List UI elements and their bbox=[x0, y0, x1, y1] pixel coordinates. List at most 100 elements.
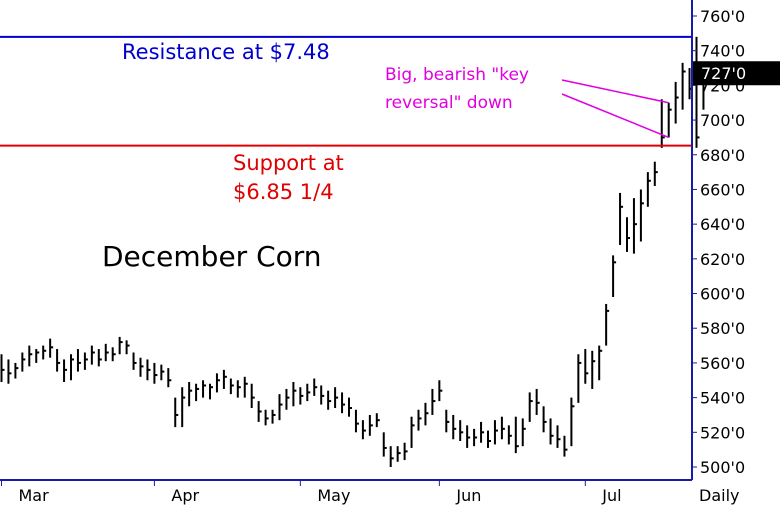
price-bar bbox=[285, 388, 290, 410]
price-bar bbox=[271, 409, 276, 424]
price-bar bbox=[146, 359, 151, 381]
price-bar bbox=[389, 446, 394, 467]
price-bar bbox=[438, 380, 443, 402]
price-bar bbox=[153, 362, 158, 384]
price-bar bbox=[431, 388, 436, 415]
price-bar bbox=[118, 336, 123, 355]
price-bar bbox=[466, 425, 471, 448]
price-bar bbox=[570, 397, 575, 447]
price-bar bbox=[209, 383, 213, 400]
price-bar bbox=[188, 382, 193, 407]
price-bar bbox=[424, 402, 429, 426]
support-label-line-2: $6.85 1/4 bbox=[233, 180, 334, 204]
x-tick-label: Mar bbox=[19, 486, 50, 505]
price-bar bbox=[299, 387, 304, 405]
price-bar bbox=[382, 432, 387, 457]
reversal-pointer-top bbox=[561, 79, 669, 104]
x-tick-label: May bbox=[317, 486, 350, 505]
price-bar bbox=[473, 428, 478, 447]
price-bar bbox=[361, 420, 366, 440]
price-bar bbox=[313, 378, 318, 396]
price-bar bbox=[598, 345, 603, 381]
price-bar bbox=[195, 383, 200, 402]
reversal-pointer-bottom bbox=[561, 93, 669, 139]
price-bar bbox=[202, 380, 207, 398]
price-bar bbox=[584, 349, 589, 384]
price-bar bbox=[222, 369, 227, 389]
price-bar bbox=[63, 359, 68, 383]
price-bar bbox=[250, 383, 255, 409]
support-label-line-1: Support at bbox=[233, 151, 344, 175]
price-bar bbox=[459, 420, 464, 441]
y-tick-label: 620'0 bbox=[700, 250, 745, 269]
price-bar bbox=[7, 359, 12, 384]
price-bar bbox=[243, 376, 248, 398]
price-bar bbox=[493, 420, 498, 445]
price-bar bbox=[354, 409, 359, 433]
price-bar bbox=[341, 392, 346, 414]
price-bar bbox=[514, 416, 519, 454]
reversal-label-line-2: reversal" down bbox=[385, 93, 513, 113]
price-bar bbox=[612, 255, 617, 298]
price-bars bbox=[0, 36, 707, 467]
y-tick-label: 760'0 bbox=[700, 7, 745, 26]
price-bar bbox=[264, 409, 269, 426]
period-label: Daily bbox=[699, 486, 739, 505]
price-bar bbox=[70, 354, 74, 381]
reversal-label-line-1: Big, bearish "key bbox=[385, 65, 529, 85]
price-bar bbox=[56, 349, 61, 372]
price-bar bbox=[591, 350, 596, 389]
price-bar bbox=[167, 368, 172, 388]
price-bar bbox=[181, 387, 186, 428]
price-bar bbox=[487, 430, 491, 448]
price-bar bbox=[334, 387, 339, 409]
price-bar bbox=[667, 102, 672, 138]
x-axis: Mar Apr May Jun Jul Daily bbox=[1, 480, 739, 505]
price-bar bbox=[660, 99, 665, 148]
price-bar bbox=[236, 380, 241, 398]
price-bar bbox=[632, 198, 637, 254]
price-bar bbox=[695, 36, 700, 148]
chart-title: December Corn bbox=[102, 240, 322, 273]
price-bar bbox=[480, 421, 485, 443]
support-resistance-lines bbox=[0, 35, 692, 147]
price-bar bbox=[556, 425, 561, 448]
y-tick-label: 580'0 bbox=[700, 319, 745, 338]
y-tick-label: 680'0 bbox=[700, 146, 745, 165]
y-tick-label: 700'0 bbox=[700, 111, 745, 130]
price-bar bbox=[626, 217, 630, 252]
x-tick-label: Apr bbox=[171, 486, 199, 505]
price-bar bbox=[445, 409, 450, 433]
price-bar bbox=[452, 414, 457, 440]
price-bar bbox=[90, 345, 95, 365]
price-bar bbox=[174, 397, 179, 428]
price-bar bbox=[0, 354, 5, 383]
y-axis: 500'0 520'0 540'0 560'0 580'0 600'0 620'0 640'0… bbox=[692, 7, 780, 477]
price-bar bbox=[125, 340, 130, 355]
price-bar bbox=[42, 345, 47, 360]
y-tick-label: 560'0 bbox=[700, 354, 745, 373]
price-bar bbox=[348, 397, 352, 417]
price-bar bbox=[111, 347, 116, 362]
price-bar bbox=[306, 383, 311, 402]
price-bar bbox=[139, 357, 144, 377]
price-bar bbox=[396, 446, 401, 462]
y-tick-label: 640'0 bbox=[700, 215, 745, 234]
price-bar bbox=[619, 192, 624, 245]
price-bar bbox=[577, 354, 582, 403]
y-tick-label: 740'0 bbox=[700, 42, 745, 61]
annotations: December Corn Resistance at $7.48 Suppor… bbox=[102, 40, 529, 273]
price-bar bbox=[97, 349, 102, 367]
plot-frame bbox=[0, 0, 693, 481]
price-bar bbox=[292, 382, 297, 407]
price-bar bbox=[132, 352, 137, 370]
price-bar bbox=[674, 81, 679, 124]
price-bar bbox=[14, 362, 19, 379]
x-tick-label: Jun bbox=[455, 486, 481, 505]
price-bar bbox=[563, 435, 568, 457]
price-bar bbox=[507, 425, 512, 445]
price-bar bbox=[403, 442, 408, 461]
price-bar bbox=[83, 352, 88, 370]
